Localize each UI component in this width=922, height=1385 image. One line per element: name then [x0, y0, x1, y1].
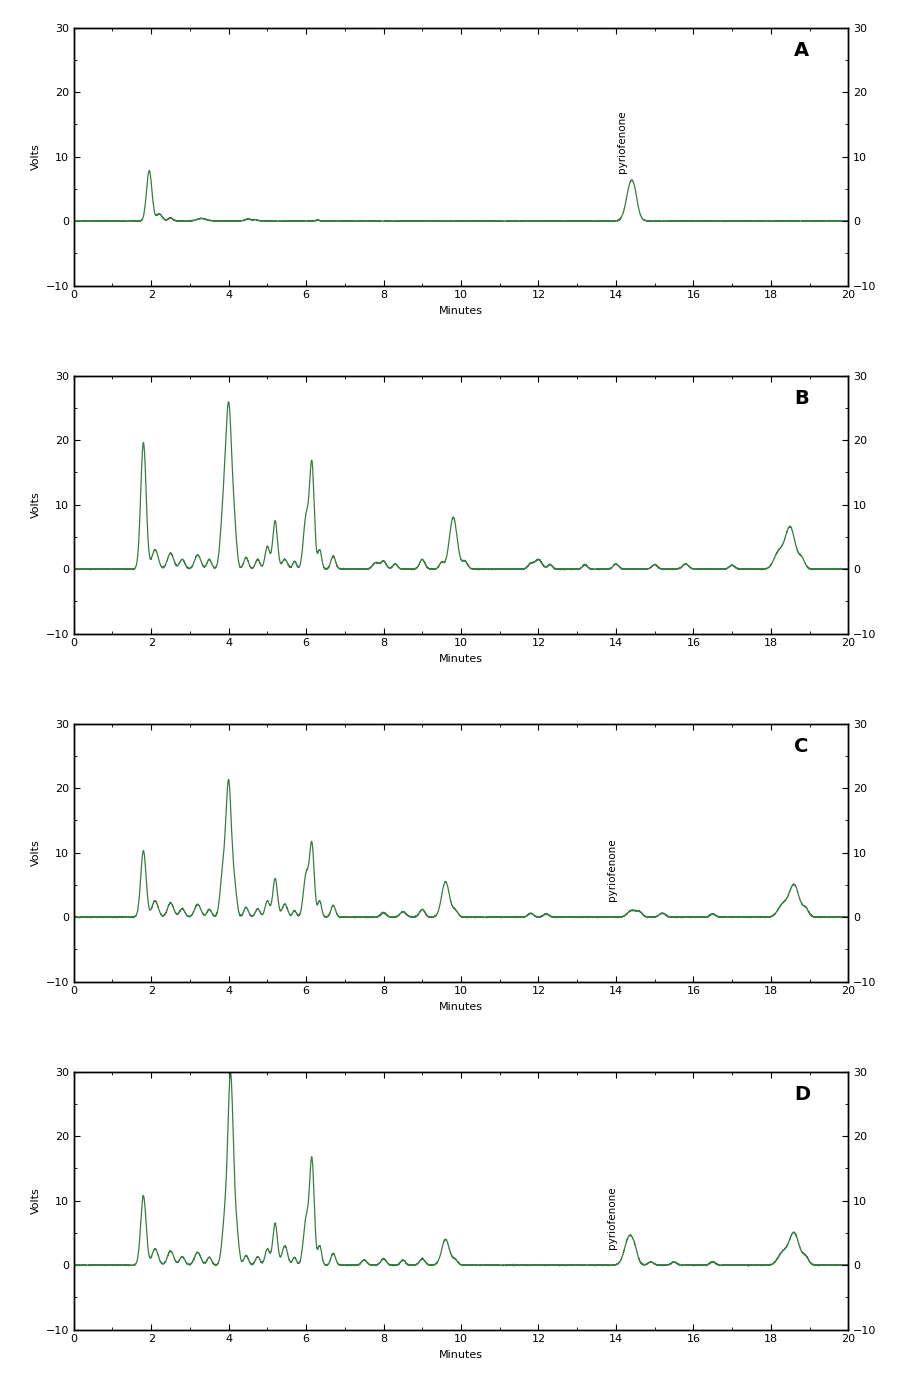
Text: pyriofenone: pyriofenone	[607, 1187, 617, 1249]
X-axis label: Minutes: Minutes	[439, 306, 483, 316]
X-axis label: Minutes: Minutes	[439, 654, 483, 663]
Text: A: A	[794, 40, 810, 60]
Text: pyriofenone: pyriofenone	[607, 838, 617, 902]
X-axis label: Minutes: Minutes	[439, 1350, 483, 1360]
Y-axis label: Volts: Volts	[31, 492, 41, 518]
Text: C: C	[794, 737, 809, 756]
Y-axis label: Volts: Volts	[31, 1187, 41, 1215]
X-axis label: Minutes: Minutes	[439, 1001, 483, 1012]
Text: D: D	[794, 1084, 810, 1104]
Y-axis label: Volts: Volts	[31, 839, 41, 866]
Y-axis label: Volts: Volts	[31, 143, 41, 170]
Text: B: B	[794, 389, 809, 407]
Text: pyriofenone: pyriofenone	[617, 109, 627, 173]
